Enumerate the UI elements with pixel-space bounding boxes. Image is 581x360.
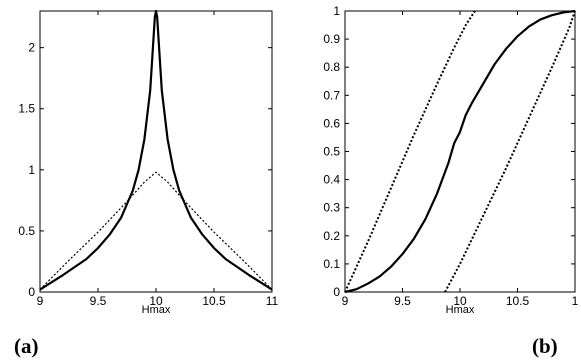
x-tick-label-b-4: 1 <box>572 294 579 308</box>
y-tick-label-b-3: 0.3 <box>323 201 340 215</box>
chart-panel-a: 0 0.5 1 1.5 2 9 9.5 10 10.5 11 Hmax (a) <box>14 9 279 358</box>
y-tick-label-a-2: 1 <box>28 163 35 177</box>
series-line-a-2 <box>39 171 273 290</box>
y-tick-label-a-4: 2 <box>28 41 35 55</box>
x-tick-label-b-0: 9 <box>342 294 349 308</box>
y-ticks-a: 0 0.5 1 1.5 2 <box>18 41 272 299</box>
series-group-a <box>39 9 273 291</box>
y-ticks-b: 0 0.1 0.2 0.3 0.4 0.5 0.6 0.7 0.8 0.9 1 <box>323 4 575 299</box>
y-tick-label-a-0: 0 <box>28 285 35 299</box>
series-line-b-1 <box>344 9 576 294</box>
y-tick-label-b-5: 0.5 <box>323 145 340 159</box>
x-tick-label-b-1: 9.5 <box>394 294 411 308</box>
x-tick-label-a-1: 9.5 <box>90 294 107 308</box>
panel-label-a: (a) <box>14 334 39 358</box>
x-ticks-b: 9 9.5 10 10.5 1 <box>342 11 579 308</box>
series-line-b-3 <box>444 10 576 293</box>
x-tick-label-a-4: 11 <box>266 294 279 308</box>
chart-panel-b: 0 0.1 0.2 0.3 0.4 0.5 0.6 0.7 0.8 0.9 1 9 9.5 10 10.5… <box>323 4 578 358</box>
x-tick-label-b-2: 10 <box>453 294 467 308</box>
x-axis-label-b: Hmax <box>446 304 475 316</box>
y-tick-label-b-4: 0.4 <box>323 173 340 187</box>
x-tick-label-b-3: 10.5 <box>506 294 530 308</box>
y-tick-label-b-9: 0.9 <box>323 32 340 46</box>
x-tick-label-a-3: 10.5 <box>202 294 226 308</box>
y-tick-label-b-10: 1 <box>333 4 340 18</box>
x-tick-label-a-2: 10 <box>149 294 163 308</box>
x-axis-label-a: Hmax <box>142 304 171 316</box>
y-tick-label-b-2: 0.2 <box>323 229 340 243</box>
y-tick-label-b-1: 0.1 <box>323 257 340 271</box>
y-tick-label-a-1: 0.5 <box>18 224 35 238</box>
x-ticks-a: 9 9.5 10 10.5 11 <box>37 11 279 308</box>
series-line-b-2 <box>344 10 476 293</box>
series-line-a-1 <box>39 9 273 291</box>
y-tick-label-b-0: 0 <box>333 285 340 299</box>
series-group-b <box>344 9 576 294</box>
y-tick-label-b-6: 0.6 <box>323 116 340 130</box>
plot-frame-b <box>344 10 576 293</box>
plot-frame-a <box>39 10 273 293</box>
y-tick-label-b-7: 0.7 <box>323 88 340 102</box>
panel-label-b: (b) <box>532 334 558 358</box>
x-tick-label-a-0: 9 <box>37 294 44 308</box>
y-tick-label-b-8: 0.8 <box>323 60 340 74</box>
y-tick-label-a-3: 1.5 <box>18 102 35 116</box>
